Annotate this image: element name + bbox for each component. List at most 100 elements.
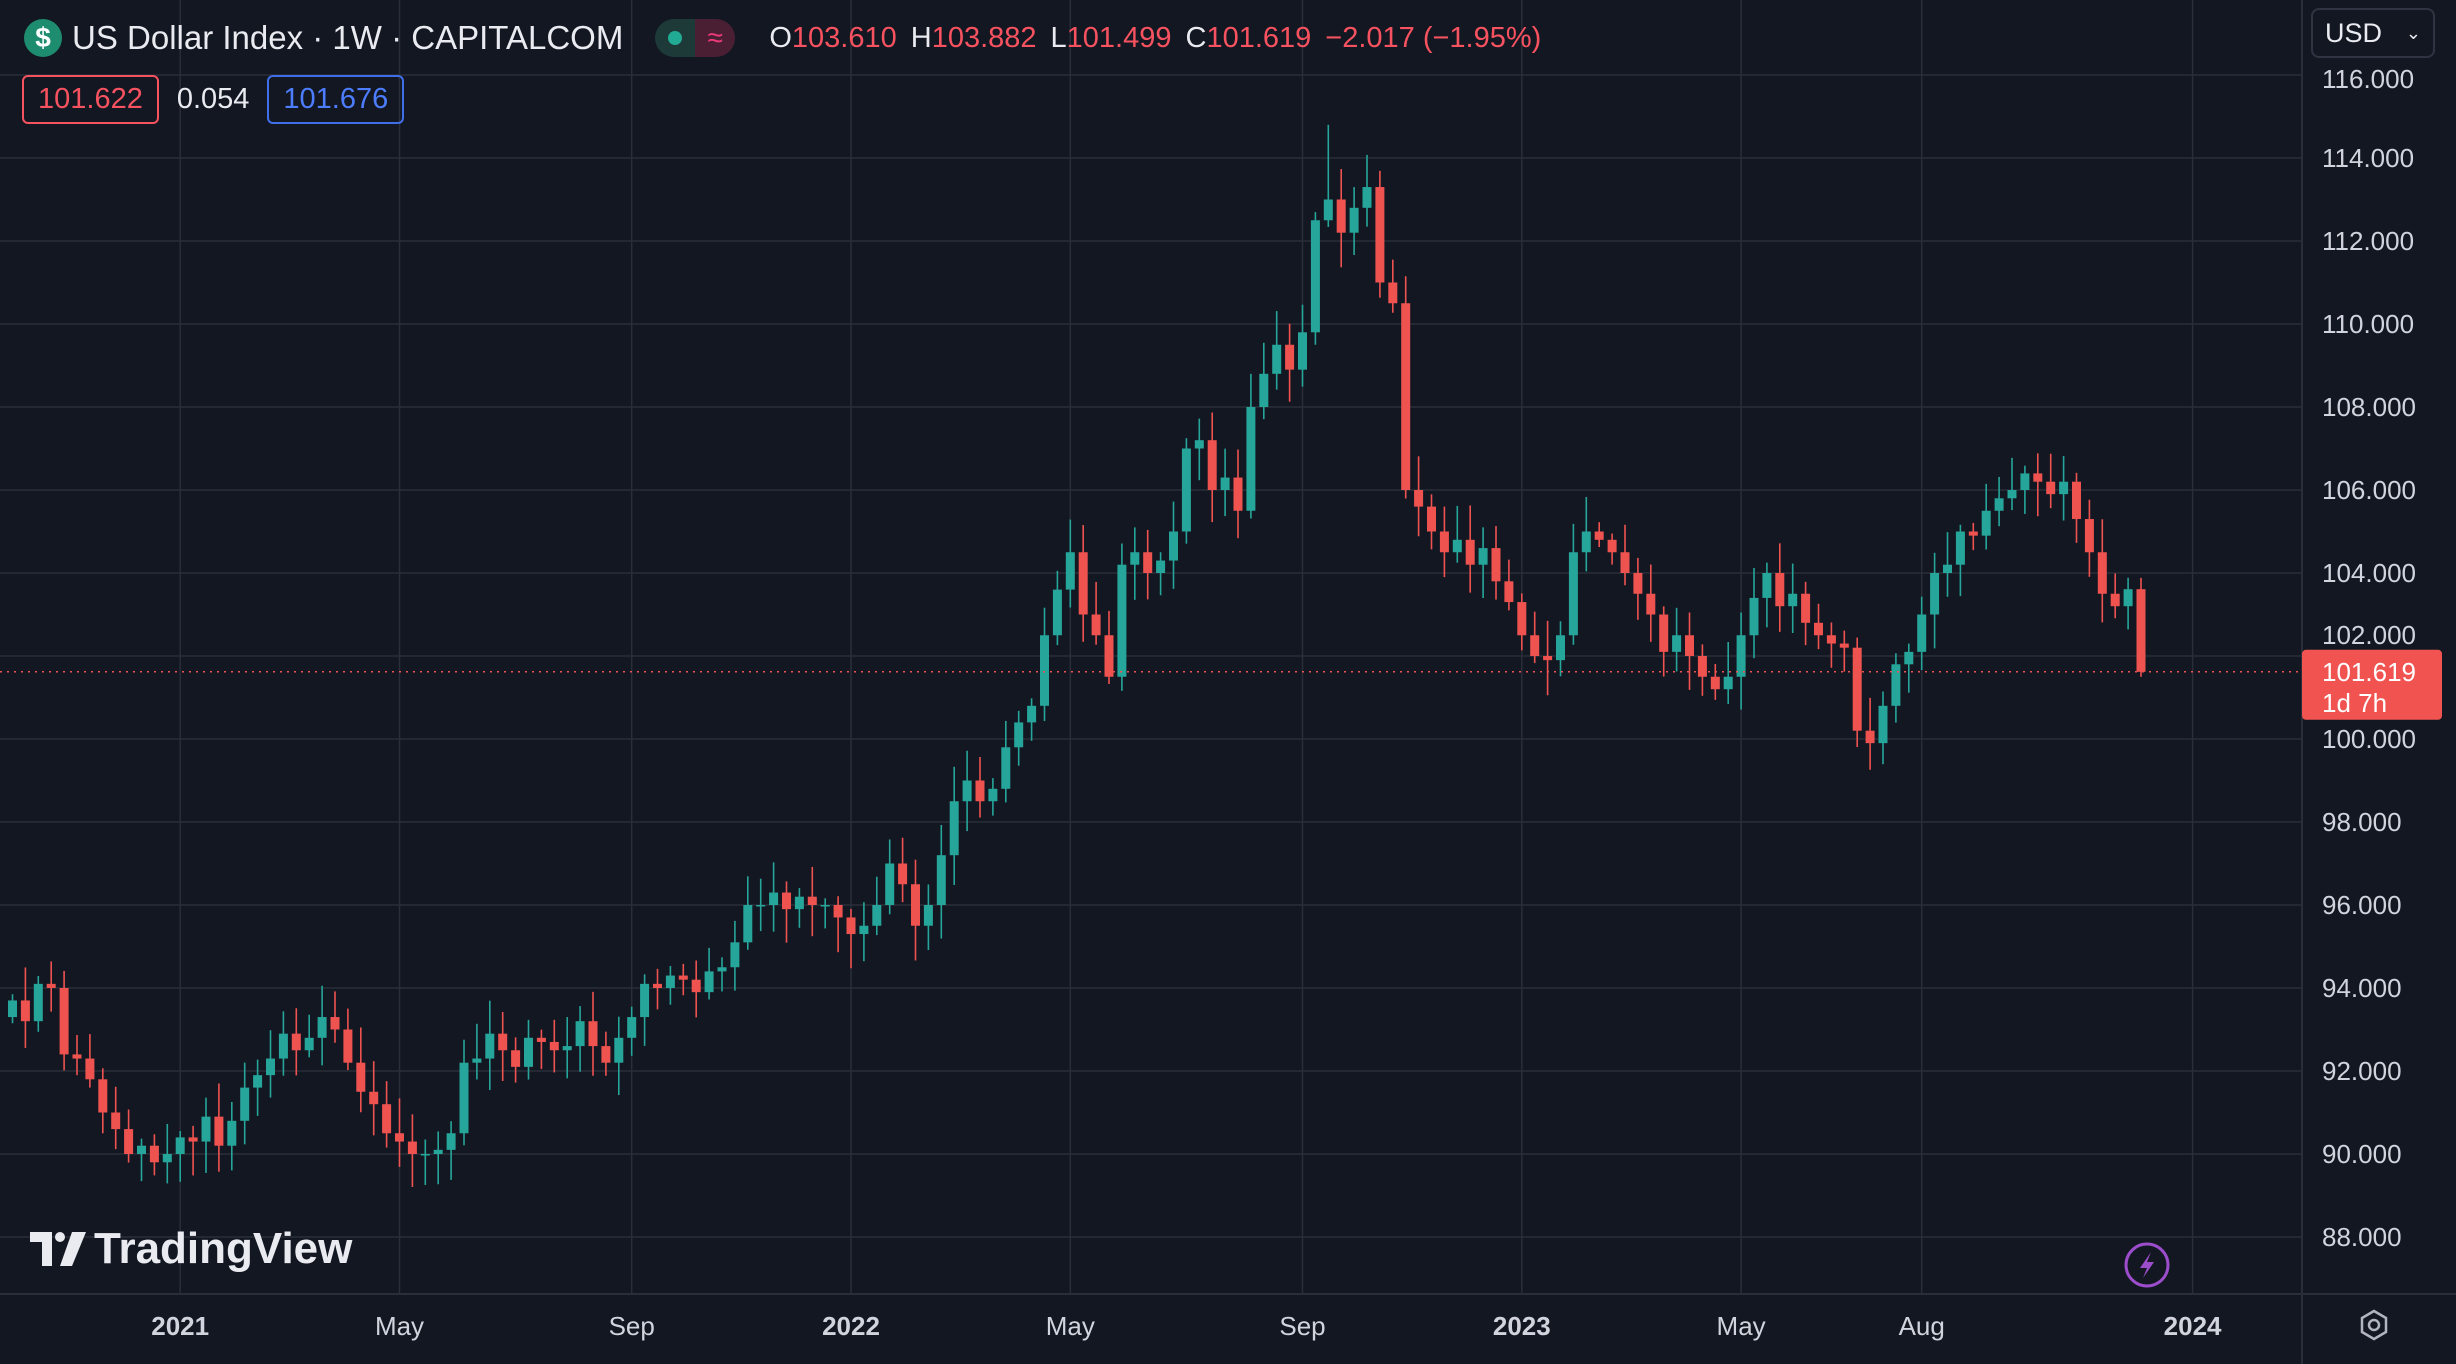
candle [59, 970, 69, 1071]
candle-body [485, 1033, 495, 1059]
candle-body [137, 1145, 146, 1154]
candle [769, 862, 779, 932]
price-axis[interactable]: 116.000 114.000 112.000 110.000 108.000 106.0… [2322, 64, 2416, 1252]
candle [1930, 552, 1940, 649]
candle-body [1749, 597, 1759, 636]
candle-body [343, 1029, 353, 1063]
candle [1568, 523, 1578, 645]
candle-body [124, 1129, 134, 1154]
candle [1362, 154, 1372, 227]
candle-body [833, 905, 843, 918]
lightning-icon[interactable] [2124, 1242, 2170, 1288]
buy-price-button[interactable]: 101.676 [267, 75, 405, 124]
candle [1594, 522, 1604, 548]
candle-body [1401, 303, 1411, 490]
candle [343, 1008, 353, 1071]
candle [304, 1014, 314, 1058]
candle-body [1710, 676, 1720, 690]
candle [1117, 543, 1127, 691]
candle-body [1917, 614, 1927, 652]
candle [988, 778, 998, 816]
candle-body [1014, 722, 1024, 748]
candle [162, 1123, 172, 1184]
candle-body [601, 1046, 611, 1063]
candle-body [1169, 531, 1178, 561]
candle [794, 888, 804, 928]
candle-body [1543, 656, 1553, 661]
close-label: C [1185, 21, 1207, 54]
symbol-title[interactable]: US Dollar Index · 1W · CAPITALCOM [72, 19, 624, 56]
candle-body [2136, 589, 2146, 672]
chart-grid [0, 0, 2302, 1294]
candle-body [1323, 199, 1333, 221]
candle [833, 896, 843, 953]
candle-body [1156, 560, 1166, 573]
candle-body [1427, 506, 1436, 532]
settings-icon[interactable] [2360, 1309, 2388, 1341]
candle [498, 1012, 508, 1081]
candle-body [2084, 519, 2094, 553]
candle-body [2072, 481, 2081, 520]
candle [549, 1019, 559, 1073]
candle-body [1697, 656, 1707, 677]
candle-body [433, 1149, 443, 1154]
candle-body [859, 925, 869, 935]
candle-body [46, 983, 56, 988]
change-value: −2.017 (−1.95%) [1325, 21, 1542, 54]
candle-body [1065, 552, 1075, 590]
candle-body [1001, 747, 1011, 789]
candle [2007, 457, 2017, 511]
candle [704, 947, 714, 1000]
candle-body [1117, 564, 1127, 677]
candle [1839, 630, 1849, 672]
candle [1749, 567, 1759, 659]
candle-body [1130, 552, 1140, 565]
sell-price-button[interactable]: 101.622 [22, 75, 159, 124]
candle-body [1646, 593, 1656, 615]
currency-dropdown[interactable]: USD ⌄ [2311, 8, 2435, 58]
candle [266, 1030, 275, 1098]
candle-body [1194, 440, 1204, 449]
candle [2059, 456, 2069, 521]
candle [1130, 527, 1140, 600]
candle [640, 974, 650, 1046]
candle-body [2007, 490, 2017, 499]
candle [1220, 448, 1230, 517]
market-status[interactable]: ≈ [655, 19, 736, 57]
candle [627, 1006, 637, 1056]
candle-body [614, 1037, 624, 1063]
last-price-value: 101.619 [2322, 657, 2416, 687]
candle [820, 898, 830, 929]
tradingview-logo[interactable]: TradingView [30, 1224, 352, 1274]
candle [1543, 620, 1553, 696]
candle [923, 884, 933, 951]
time-axis[interactable]: 2021 May Sep 2022 May Sep 2023 May Aug 2024 [151, 1311, 2222, 1341]
candle [137, 1138, 146, 1182]
candle [859, 902, 869, 962]
candle-body [2033, 473, 2043, 482]
candle [730, 920, 740, 991]
candle-body [653, 983, 662, 988]
candle [1672, 607, 1682, 672]
candle [1736, 612, 1746, 710]
candle-body [472, 1058, 482, 1063]
logo-text: TradingView [94, 1224, 353, 1273]
candle-body [704, 971, 714, 993]
candle-body [536, 1037, 546, 1042]
candle-body [1865, 730, 1875, 744]
dollar-icon: $ [24, 19, 62, 57]
candle [1078, 525, 1088, 642]
candle [1040, 607, 1049, 721]
candle-body [1852, 647, 1862, 731]
candle-body [794, 896, 804, 910]
time-tick-label: Aug [1899, 1311, 1945, 1341]
candle [562, 1017, 572, 1079]
candle-body [304, 1037, 314, 1051]
candle [1723, 642, 1733, 704]
price-tick-label: 104.000 [2322, 558, 2416, 588]
candle [1272, 311, 1282, 390]
candle [20, 967, 30, 1048]
candle [1697, 644, 1707, 696]
candle [2020, 465, 2030, 514]
